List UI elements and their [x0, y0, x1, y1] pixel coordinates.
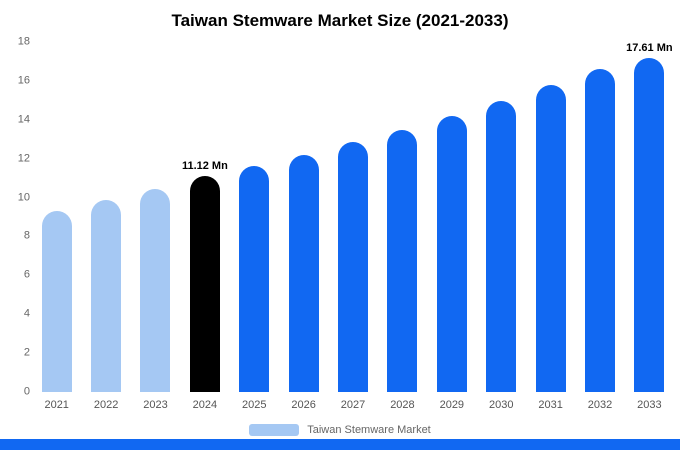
bar-column — [131, 42, 180, 392]
x-tick-label: 2025 — [242, 399, 267, 411]
y-tick-label: 4 — [23, 307, 30, 320]
bar-column — [477, 42, 526, 392]
x-tick-label: 2030 — [488, 399, 514, 411]
bar-2021 — [41, 211, 72, 392]
bar-chart: 0 2 4 6 8 10 12 14 16 18 11.12 Mn 17.61 Mn 2021 202… — [10, 36, 674, 411]
x-tick-label: 2031 — [538, 399, 563, 411]
bar-2030 — [486, 101, 517, 392]
bar-column: 17.61 Mn — [625, 42, 674, 392]
y-tick-label: 14 — [17, 113, 30, 126]
legend-label: Taiwan Stemware Market — [307, 424, 431, 436]
bar-2031 — [535, 84, 566, 392]
value-label: 11.12 Mn — [181, 159, 228, 172]
bar-column — [378, 42, 427, 392]
plot-wrap: 11.12 Mn 17.61 Mn 2021 2022 2023 2024 2025 202… — [32, 42, 674, 411]
y-tick-label: 10 — [17, 191, 30, 204]
x-tick-label: 2028 — [390, 399, 415, 411]
bar-2023 — [140, 188, 171, 392]
bar-column — [230, 42, 279, 392]
x-tick-label: 2026 — [291, 399, 316, 411]
bar-2029 — [436, 115, 467, 392]
y-axis: 0 2 4 6 8 10 12 14 16 18 — [10, 36, 32, 397]
bar-column — [427, 42, 476, 392]
bar-2022 — [91, 199, 122, 392]
bar-2027 — [338, 142, 369, 392]
x-tick-label: 2033 — [637, 399, 662, 411]
y-tick-label: 16 — [17, 74, 30, 87]
bar-2032 — [584, 69, 615, 392]
x-tick-label: 2023 — [143, 399, 168, 411]
bar-column — [575, 42, 624, 392]
y-tick-label: 2 — [23, 346, 30, 359]
bar-column — [81, 42, 130, 392]
y-tick-label: 12 — [17, 152, 30, 165]
bar-column — [32, 42, 81, 392]
y-tick-label: 18 — [17, 35, 30, 48]
bar-2025 — [239, 166, 270, 392]
bar-2033 — [634, 58, 665, 392]
x-tick-label: 2027 — [340, 399, 366, 411]
x-tick-label: 2032 — [587, 399, 613, 411]
x-tick-label: 2022 — [93, 399, 119, 411]
value-label: 17.61 Mn — [626, 42, 673, 54]
y-tick-label: 8 — [23, 229, 30, 242]
bar-column — [328, 42, 377, 392]
x-axis-labels: 2021 2022 2023 2024 2025 2026 2027 2028 2029 2030… — [32, 399, 674, 411]
plot-area: 11.12 Mn 17.61 Mn — [32, 42, 674, 392]
bar-column — [279, 42, 328, 392]
chart-title: Taiwan Stemware Market Size (2021-2033) — [171, 11, 509, 30]
x-tick-label: 2021 — [44, 399, 69, 411]
footer-strip — [0, 439, 680, 450]
bar-2026 — [288, 154, 319, 392]
y-tick-label: 0 — [23, 385, 30, 398]
legend-swatch — [249, 424, 300, 436]
bar-2028 — [387, 129, 418, 392]
legend: Taiwan Stemware Market — [0, 424, 680, 436]
bar-column: 11.12 Mn — [180, 42, 229, 392]
bar-2024 — [189, 175, 220, 392]
bar-column — [526, 42, 575, 392]
x-tick-label: 2029 — [439, 399, 465, 411]
y-tick-label: 6 — [23, 268, 30, 281]
x-tick-label: 2024 — [192, 399, 218, 411]
